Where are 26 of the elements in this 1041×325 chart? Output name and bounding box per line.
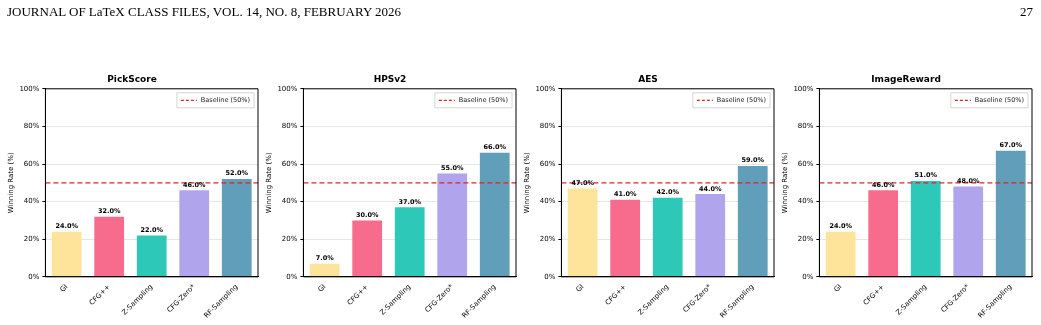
bar: [695, 194, 726, 277]
chart-title: ImageReward: [871, 73, 941, 84]
bar: [995, 150, 1026, 277]
bar: [352, 220, 383, 277]
bar: [179, 190, 210, 277]
text: JOURNAL OF LaTeX CLASS FILES, VOL. 14, NO. 8, FEBRUARY 2026: [7, 4, 402, 20]
text: 27: [1020, 4, 1033, 20]
bar: [567, 188, 598, 277]
bar: [910, 180, 941, 277]
bar: [737, 165, 768, 277]
bar: [51, 231, 82, 277]
bar: [953, 186, 984, 277]
bar: [394, 207, 425, 277]
bar: [825, 231, 856, 277]
chart-title: AES: [638, 73, 658, 84]
bar: [136, 235, 167, 277]
bar: [652, 197, 683, 277]
bar: [221, 179, 252, 277]
bar: [479, 152, 510, 277]
bar: [610, 199, 641, 277]
bar: [94, 216, 125, 277]
bar: [309, 263, 340, 277]
bar: [868, 190, 899, 277]
chart-title: HPSv2: [373, 73, 407, 84]
chart-title: PickScore: [107, 73, 157, 84]
bar: [437, 173, 468, 277]
